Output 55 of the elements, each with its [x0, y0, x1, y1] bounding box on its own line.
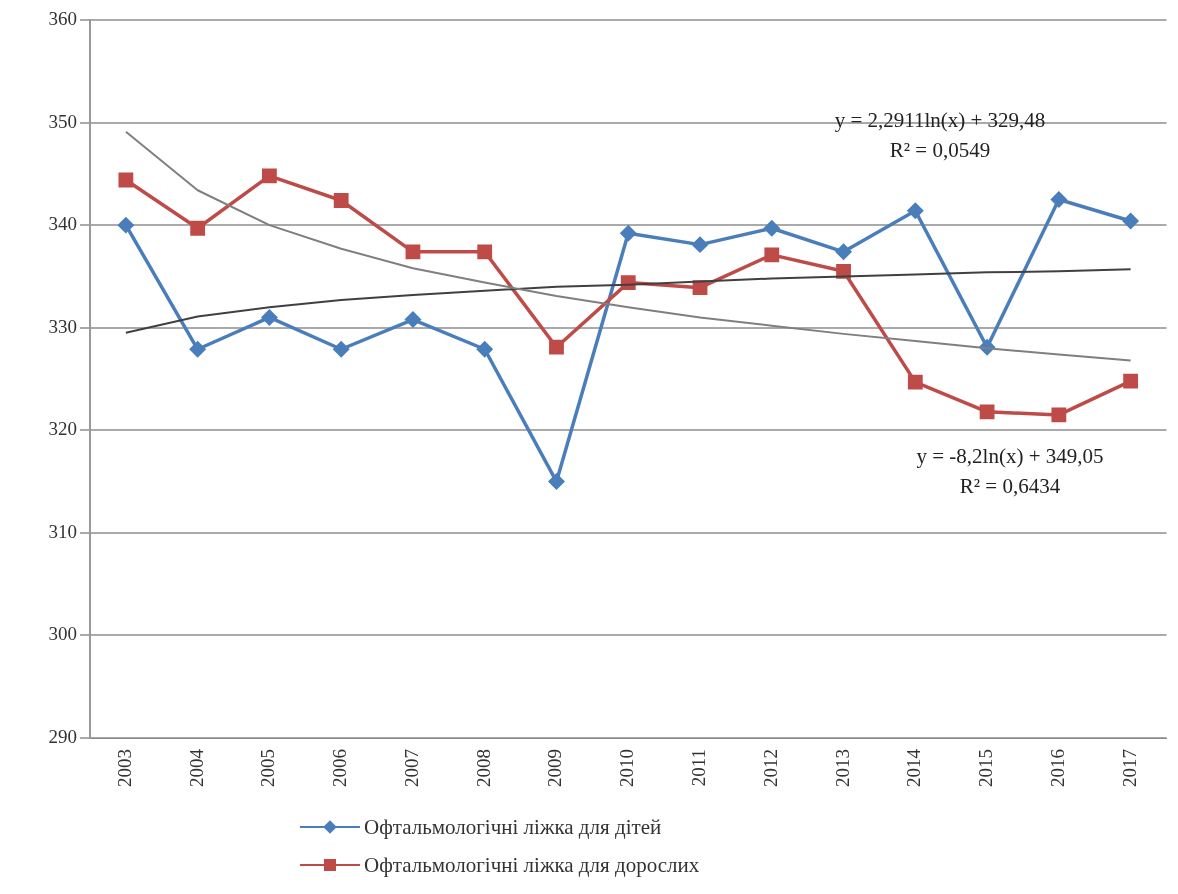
point	[1051, 191, 1067, 208]
x-tick-label: 2017	[1118, 749, 1140, 787]
point	[979, 404, 995, 420]
point	[548, 473, 565, 490]
point	[692, 236, 708, 253]
x-tick-label: 2014	[903, 748, 925, 787]
point	[118, 217, 134, 233]
y-tick-label: 320	[48, 418, 77, 440]
x-tick-label: 2004	[185, 748, 207, 787]
point	[118, 172, 134, 188]
x-tick-label: 2013	[831, 749, 853, 787]
point	[549, 339, 564, 355]
x-tick-label: 2006	[329, 749, 351, 787]
annotation: R² = 0,0549	[889, 138, 991, 162]
point	[1123, 373, 1139, 389]
x-tick-label: 2010	[616, 749, 638, 787]
point	[907, 374, 923, 390]
legend-label: Офтальмологічні ліжка для дітей	[364, 814, 662, 840]
point	[764, 220, 780, 236]
point	[1051, 407, 1067, 423]
point	[261, 309, 278, 326]
point	[764, 247, 780, 263]
annotation: y = -8,2ln(x) + 349,05	[916, 444, 1104, 468]
point	[189, 341, 206, 357]
point	[190, 220, 206, 236]
point	[476, 341, 493, 357]
point	[907, 203, 924, 219]
point	[405, 311, 421, 328]
point	[835, 244, 852, 260]
x-tick-label: 2012	[759, 749, 781, 787]
y-tick-label: 360	[48, 7, 77, 29]
y-tick-label: 330	[48, 315, 77, 337]
x-tick-label: 2005	[257, 749, 279, 787]
annotation: y = 2,2911ln(x) + 329,48	[834, 108, 1046, 132]
point	[262, 168, 277, 184]
y-tick-label: 310	[48, 520, 77, 542]
legend-label: Офтальмологічні ліжка для дорослих	[364, 852, 700, 878]
x-tick-label: 2009	[544, 749, 566, 787]
point	[333, 193, 349, 208]
y-tick-label: 290	[48, 725, 77, 747]
y-tick-label: 350	[48, 110, 77, 132]
point	[405, 244, 421, 260]
x-tick-label: 2016	[1046, 749, 1068, 787]
point	[1122, 213, 1139, 229]
point	[477, 244, 493, 260]
y-tick-label: 300	[48, 623, 77, 645]
x-tick-label: 2011	[688, 749, 709, 787]
x-tick-label: 2007	[400, 749, 422, 787]
point	[620, 225, 636, 242]
y-tick-label: 340	[48, 213, 77, 235]
x-tick-label: 2008	[472, 749, 494, 787]
x-tick-label: 2003	[113, 749, 135, 787]
point	[333, 341, 349, 357]
annotation: R² = 0,6434	[959, 474, 1061, 498]
x-tick-label: 2015	[975, 749, 997, 787]
